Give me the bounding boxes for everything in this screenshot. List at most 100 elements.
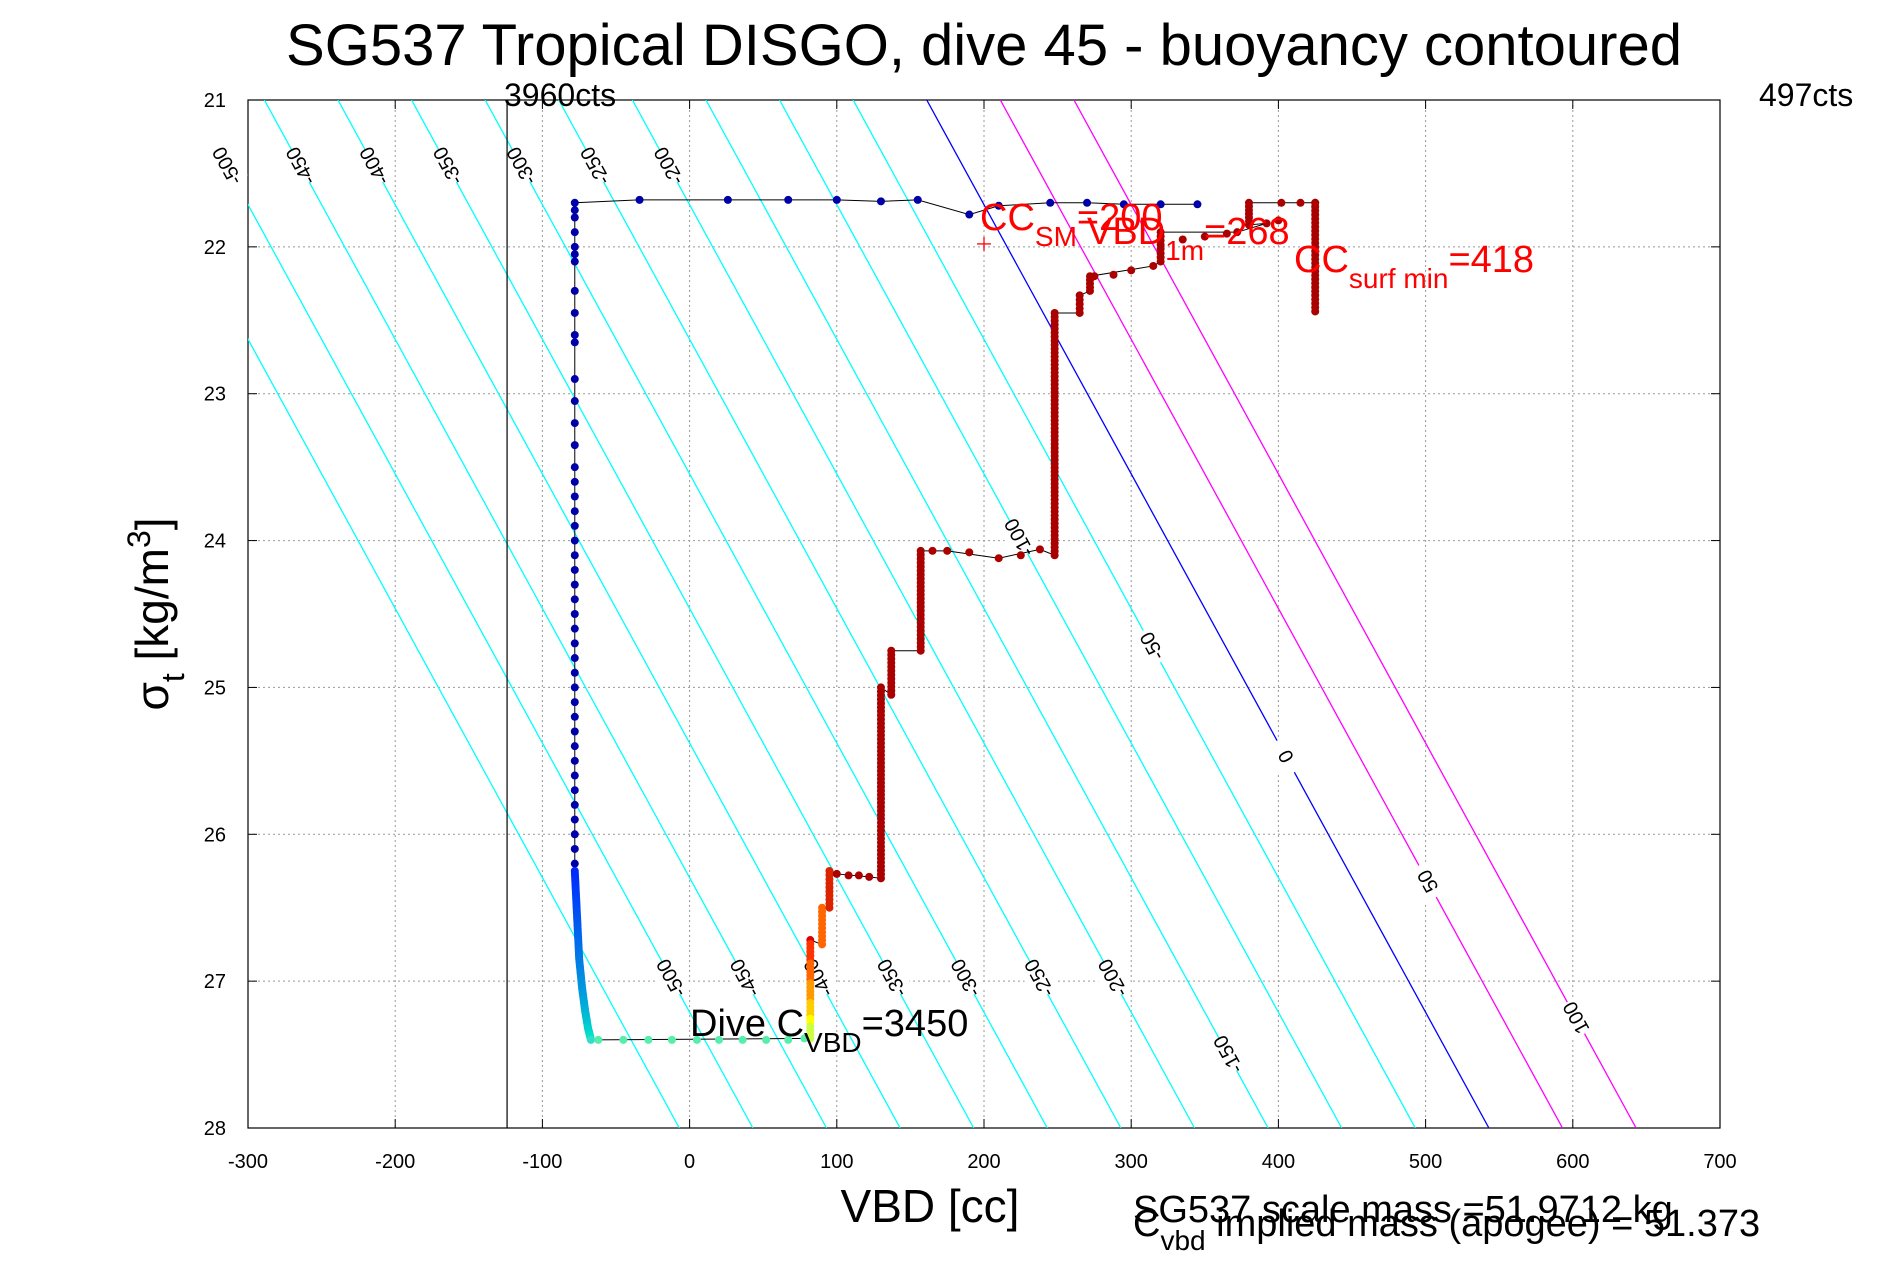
dive-point bbox=[570, 228, 579, 237]
dive-point bbox=[570, 477, 579, 486]
y-tick-label: 25 bbox=[204, 677, 226, 699]
climb-point bbox=[1244, 220, 1253, 229]
x-tick-label: 100 bbox=[820, 1151, 853, 1173]
dive-point bbox=[832, 195, 841, 204]
x-tick-label: 700 bbox=[1703, 1151, 1736, 1173]
x-tick-label: 600 bbox=[1556, 1151, 1589, 1173]
dive-point bbox=[570, 441, 579, 450]
implied-mass-sub: vbd bbox=[1160, 1225, 1205, 1256]
dive-point bbox=[570, 668, 579, 677]
climb-point bbox=[876, 874, 885, 883]
vbd-1m-value: =268 bbox=[1204, 211, 1290, 253]
y-axis-label-sub: t bbox=[155, 673, 191, 682]
dive-cvbd-value: =3450 bbox=[862, 1003, 969, 1045]
contour-label-bg bbox=[279, 143, 322, 189]
dive-point bbox=[570, 507, 579, 516]
dive-point bbox=[570, 742, 579, 751]
climb-point bbox=[1149, 261, 1158, 270]
climb-point bbox=[832, 869, 841, 878]
contour-label-bg bbox=[500, 143, 543, 189]
vbd-1m-annotation: VBD1m=268 bbox=[1087, 211, 1290, 266]
contour-line bbox=[926, 100, 1490, 1128]
dive-point bbox=[570, 198, 579, 207]
y-tick-label: 21 bbox=[204, 90, 226, 112]
dive-point bbox=[570, 654, 579, 663]
dive-point bbox=[570, 756, 579, 765]
dive-point bbox=[1119, 200, 1128, 209]
climb-point bbox=[1274, 216, 1283, 225]
dive-point bbox=[570, 419, 579, 428]
contour-label-bg bbox=[650, 955, 692, 1001]
implied-mass-main: C bbox=[1133, 1203, 1160, 1245]
scale-mass-text: SG537 scale mass =51.9712 kg bbox=[1133, 1189, 1673, 1231]
cc-surf-min-annotation: CCsurf min=418 bbox=[1294, 239, 1534, 294]
cc-surf-value: =418 bbox=[1448, 239, 1534, 281]
dive-cvbd-annotation: Dive CVBD=3450 bbox=[690, 1003, 968, 1058]
climb-point bbox=[928, 546, 937, 555]
cc-sm-value: =200 bbox=[1077, 197, 1163, 239]
contour-line bbox=[999, 100, 1564, 1128]
contour-label-bg bbox=[1264, 733, 1307, 779]
contour-label-bg bbox=[353, 143, 396, 189]
dive-point bbox=[570, 844, 579, 853]
cc-surf-main: CC bbox=[1294, 239, 1349, 281]
dive-point bbox=[570, 206, 579, 215]
right-marker-label: 497cts bbox=[1759, 77, 1853, 113]
dive-point bbox=[1193, 200, 1202, 209]
dive-point bbox=[570, 492, 579, 501]
dive-point bbox=[570, 286, 579, 295]
dive-point bbox=[1083, 198, 1092, 207]
contour-label-bg bbox=[944, 955, 987, 1001]
dive-point bbox=[570, 338, 579, 347]
climb-point bbox=[943, 546, 952, 555]
climb-point bbox=[965, 548, 974, 557]
x-tick-label: -200 bbox=[375, 1151, 415, 1173]
climb-trace bbox=[806, 198, 1320, 1043]
cc-sm-annotation: CCSM=200 bbox=[980, 197, 1162, 252]
dive-bottom-point bbox=[784, 1035, 793, 1044]
dive-point bbox=[570, 250, 579, 259]
contour-label-bg bbox=[426, 143, 469, 189]
y-axis-label-sup: 3 bbox=[121, 530, 157, 548]
climb-point bbox=[1277, 198, 1286, 207]
climb-point bbox=[916, 646, 925, 655]
dive-bottom-point bbox=[644, 1035, 653, 1044]
contour-line bbox=[778, 100, 1343, 1128]
contour-line bbox=[248, 203, 754, 1128]
contour-label-bg bbox=[1406, 858, 1449, 904]
dive-cvbd-sub: VBD bbox=[804, 1027, 862, 1058]
contour-line bbox=[410, 100, 975, 1128]
dive-point bbox=[570, 551, 579, 560]
dive-bottom-point bbox=[715, 1035, 724, 1044]
dive-point bbox=[570, 242, 579, 251]
dive-point bbox=[570, 800, 579, 809]
contour-line bbox=[248, 337, 680, 1128]
y-tick-label: 26 bbox=[204, 824, 226, 846]
dive-point bbox=[570, 463, 579, 472]
dive-point bbox=[570, 698, 579, 707]
contour-label-bg bbox=[1130, 623, 1173, 669]
dive-point bbox=[965, 210, 974, 219]
contour-line bbox=[337, 100, 901, 1128]
implied-mass-text: Cvbd implied mass (apogee) = 51.373 bbox=[1133, 1203, 1760, 1256]
x-axis-label: VBD [cc] bbox=[841, 1180, 1020, 1232]
climb-point bbox=[1127, 266, 1136, 275]
x-tick-label: 200 bbox=[967, 1151, 1000, 1173]
dive-point bbox=[635, 195, 644, 204]
dive-point bbox=[570, 859, 579, 868]
dive-point bbox=[1156, 200, 1165, 209]
climb-point bbox=[806, 1034, 815, 1043]
grid-lines bbox=[248, 100, 1720, 1128]
climb-point bbox=[1311, 198, 1320, 207]
dive-point bbox=[913, 195, 922, 204]
dive-point bbox=[570, 786, 579, 795]
contour-label-bg bbox=[870, 955, 913, 1001]
climb-point bbox=[1085, 286, 1094, 295]
dive-bottom-point bbox=[667, 1035, 676, 1044]
contour-line bbox=[263, 100, 828, 1128]
climb-point bbox=[825, 903, 834, 912]
buoyancy-contours bbox=[248, 100, 1637, 1128]
dive-bottom-point bbox=[586, 1035, 595, 1044]
contour-line bbox=[558, 100, 1122, 1128]
